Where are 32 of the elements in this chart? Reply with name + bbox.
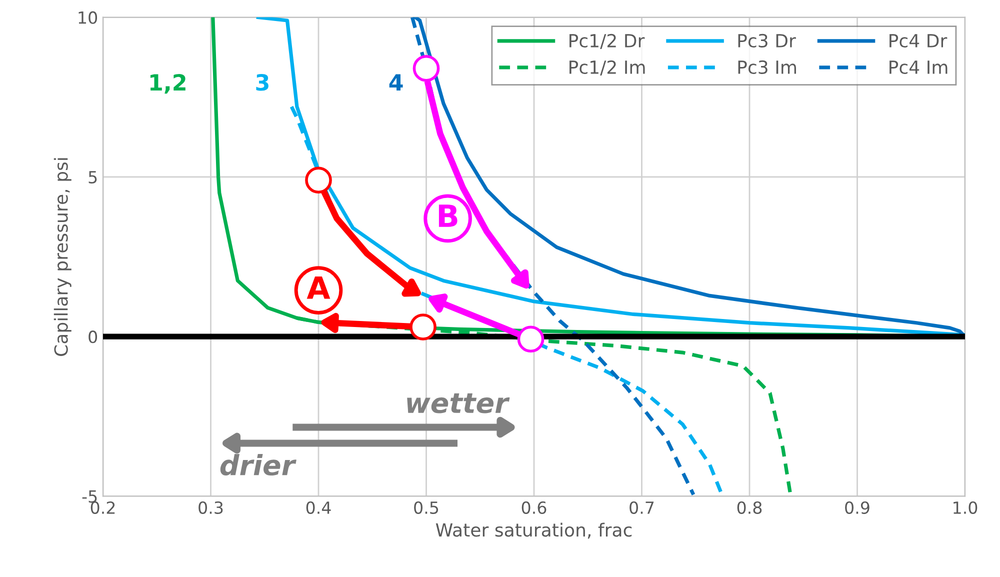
point — [410, 314, 436, 340]
annotation: B — [438, 204, 458, 227]
y-axis-title: Capillary pressure, psi — [54, 158, 72, 356]
x-tick-label: 0.3 — [198, 501, 223, 514]
legend-label: Pc1/2 Dr — [570, 34, 645, 49]
y-tick-label: 10 — [78, 11, 98, 24]
legend-label: Pc4 Im — [890, 60, 948, 74]
annotation: A — [306, 276, 330, 299]
legend-label: Pc3 Dr — [738, 34, 796, 48]
x-tick-label: 0.7 — [630, 501, 654, 514]
legend-label: Pc4 Dr — [890, 34, 948, 48]
annotation: 1,2 — [150, 74, 186, 94]
x-tick-label: 0.2 — [90, 501, 115, 514]
x-tick-label: 0.9 — [845, 501, 870, 514]
annotation: wetter — [407, 393, 510, 414]
y-tick-label: 0 — [88, 330, 98, 344]
legend-label: Pc3 Im — [738, 60, 796, 74]
annotation: 4 — [389, 74, 403, 90]
x-tick-label: 1.0 — [954, 501, 978, 514]
x-tick-label: 0.6 — [522, 501, 546, 514]
point — [305, 166, 332, 194]
point — [517, 326, 544, 353]
x-tick-label: 0.4 — [306, 501, 331, 514]
y-tick-label: 5 — [88, 171, 97, 184]
annotation: drier — [220, 454, 296, 476]
x-tick-label: 0.8 — [737, 501, 762, 514]
x-axis-title: Water saturation, frac — [436, 522, 632, 539]
annotation: 3 — [256, 74, 268, 91]
y-tick-label: -5 — [82, 490, 97, 503]
legend-label: Pc1/2 Im — [570, 60, 645, 76]
point — [412, 54, 440, 82]
x-tick-label: 0.5 — [414, 501, 438, 514]
